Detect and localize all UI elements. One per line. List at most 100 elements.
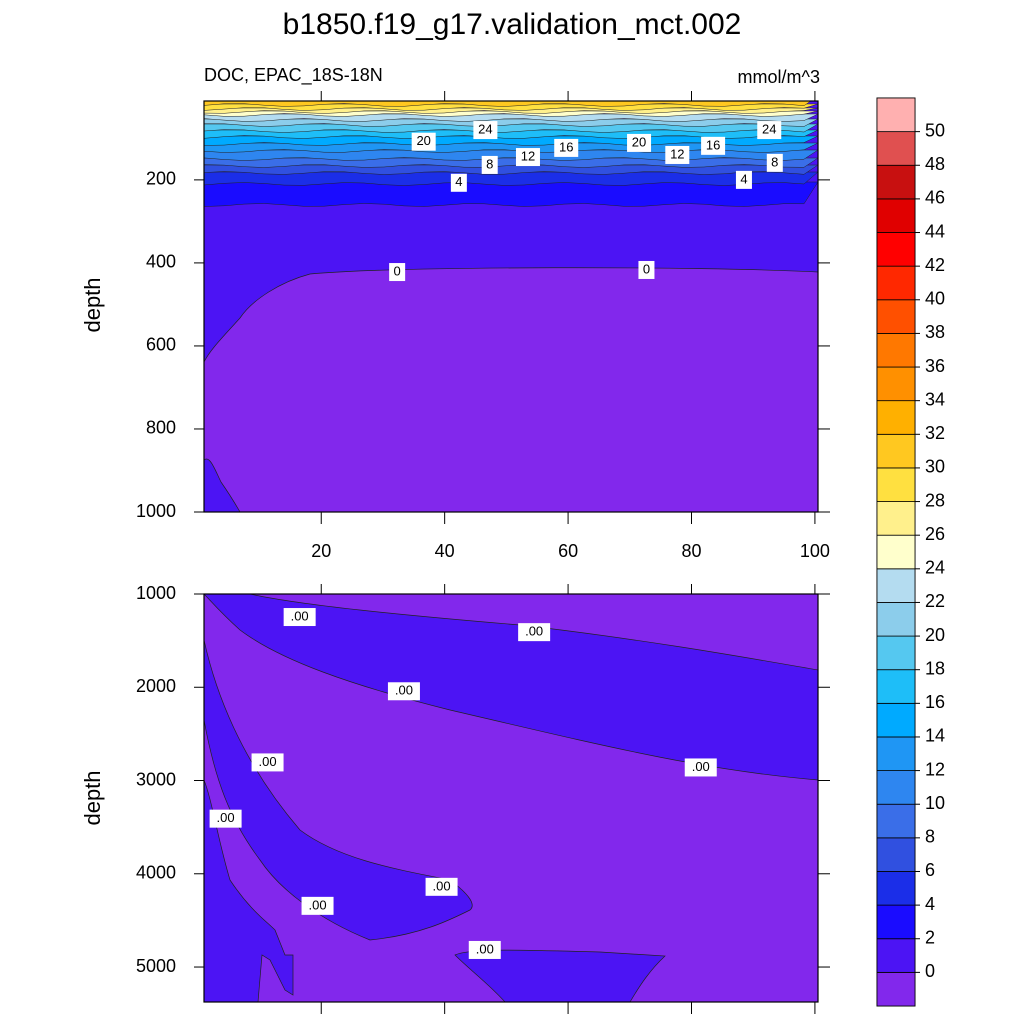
- colorbar-box: [876, 198, 916, 233]
- colorbar-label: 6: [925, 860, 935, 880]
- contour-label-box: [518, 623, 551, 642]
- colorbar-label: 10: [925, 793, 945, 813]
- contour-label: 12: [670, 146, 684, 161]
- contour-label: .00: [476, 941, 494, 956]
- y-tick-label: 800: [146, 418, 176, 438]
- colorbar-box: [876, 702, 916, 738]
- subtitle-left: DOC, EPAC_18S-18N: [204, 65, 383, 86]
- contour-label-box: [425, 877, 458, 896]
- colorbar-label: 8: [925, 827, 935, 847]
- contour-label: 4: [740, 171, 747, 186]
- contour-label: 8: [486, 156, 493, 171]
- contour-label-box: [283, 608, 316, 627]
- chart-title: b1850.f19_g17.validation_mct.002: [283, 8, 742, 41]
- y-axis-label: depth: [80, 770, 105, 825]
- contour-label-box: [684, 758, 717, 777]
- contour-bands: [204, 101, 818, 207]
- y-tick-label: 200: [146, 169, 176, 189]
- x-tick-label: 100: [800, 541, 830, 561]
- contour-label: 4: [455, 174, 462, 189]
- colorbar-label: 46: [925, 188, 945, 208]
- colorbar-box: [876, 770, 916, 805]
- contour-label-box: [411, 132, 436, 151]
- colorbar-label: 22: [925, 591, 945, 611]
- colorbar-box: [876, 803, 916, 839]
- contour-label: 20: [416, 133, 430, 148]
- contour-fill: [204, 129, 818, 139]
- contour-label-box: [665, 145, 690, 164]
- colorbar-box: [876, 467, 916, 502]
- x-tick-label: 40: [435, 541, 455, 561]
- contour-label: 24: [478, 121, 492, 136]
- y-axis-label: depth: [80, 277, 105, 332]
- colorbar-box: [876, 736, 916, 771]
- contour-fills: [204, 594, 818, 1002]
- colorbar-box: [876, 669, 916, 704]
- colorbar-label: 4: [925, 894, 935, 914]
- contour-label: 0: [394, 263, 401, 278]
- contour-label: 24: [762, 121, 776, 136]
- contour-label: .00: [309, 897, 327, 912]
- colorbar-box: [876, 501, 916, 536]
- contour-label-box: [638, 260, 655, 279]
- colorbar-label: 36: [925, 356, 945, 376]
- contour-label: 16: [706, 137, 720, 152]
- plot-frame: [203, 100, 819, 513]
- colorbar-label: 50: [925, 120, 945, 140]
- colorbar-label: 20: [925, 625, 945, 645]
- colorbar-label: 32: [925, 423, 945, 443]
- contour-label: 16: [559, 139, 573, 154]
- contour-label: .00: [525, 624, 543, 639]
- y-tick-label: 1000: [136, 501, 176, 521]
- y-tick-label: 400: [146, 252, 176, 272]
- colorbar-label: 34: [925, 389, 945, 409]
- colorbar-box: [876, 232, 916, 267]
- contour-fill: [204, 458, 241, 512]
- x-tick-label: 60: [558, 541, 578, 561]
- contour-fill: [204, 103, 818, 111]
- colorbar-label: 24: [925, 558, 945, 578]
- colorbar-box: [876, 871, 916, 906]
- y-tick-label: 4000: [136, 863, 176, 883]
- contour-label: 20: [632, 134, 646, 149]
- contour-label-box: [387, 682, 420, 701]
- contour-fill: [204, 123, 818, 133]
- colorbar-label: 26: [925, 524, 945, 544]
- colorbar-label: 42: [925, 255, 945, 275]
- colorbar-box: [876, 400, 916, 435]
- y-tick-label: 3000: [136, 769, 176, 789]
- contour-fill: [204, 101, 812, 107]
- colorbar-label: 14: [925, 726, 945, 746]
- colorbar-box: [876, 265, 916, 301]
- colorbar-box: [876, 568, 916, 603]
- contour-label-box: [627, 133, 652, 152]
- contour-fill: [204, 181, 818, 207]
- contour-fill: [204, 164, 818, 175]
- contour-label-box: [450, 173, 467, 192]
- colorbar-box: [876, 97, 916, 133]
- colorbar-label: 30: [925, 457, 945, 477]
- colorbar-box: [876, 164, 916, 200]
- colorbar-box: [876, 433, 916, 469]
- contour-label-box: [209, 809, 242, 828]
- contour-fill: [204, 135, 818, 146]
- colorbar-label: 18: [925, 658, 945, 678]
- x-tick-label: 80: [681, 541, 701, 561]
- colorbar-label: 40: [925, 289, 945, 309]
- colorbar-box: [876, 366, 916, 402]
- colorbar-label: 0: [925, 961, 935, 981]
- colorbar-box: [876, 333, 916, 368]
- contour-label: .00: [395, 683, 413, 698]
- contour-fill: [204, 107, 818, 114]
- contour-label-box: [468, 940, 501, 959]
- contour-label-box: [481, 155, 498, 174]
- colorbar-box: [876, 904, 916, 940]
- colorbar-box: [876, 971, 916, 1007]
- x-tick-label: 20: [311, 541, 331, 561]
- y-tick-label: 2000: [136, 676, 176, 696]
- contour-label: .00: [217, 810, 235, 825]
- colorbar-label: 28: [925, 490, 945, 510]
- contour-label-box: [301, 896, 334, 915]
